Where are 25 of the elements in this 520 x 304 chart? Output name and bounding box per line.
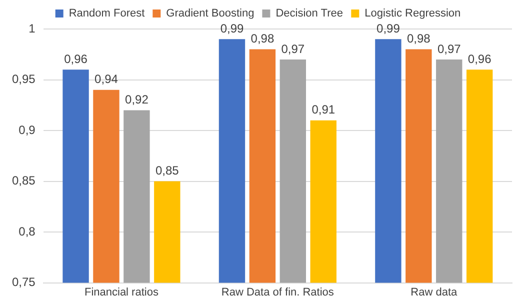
legend-label: Logistic Regression: [364, 8, 461, 20]
legend-label: Decision Tree: [276, 8, 343, 20]
data-label: 0,92: [125, 92, 149, 107]
legend-label: Random Forest: [68, 8, 145, 20]
y-tick-label: 0,9: [18, 122, 36, 137]
data-label: 0,97: [281, 42, 305, 56]
x-tick-label: Raw data: [410, 286, 458, 298]
y-tick-label: 1: [28, 21, 36, 36]
x-tick-label: Financial ratios: [84, 286, 159, 298]
data-label: 0,97: [437, 42, 462, 56]
data-label: 0,98: [250, 32, 274, 46]
data-label: 0,99: [376, 21, 400, 36]
y-tick-label: 0,85: [12, 174, 36, 188]
data-label: 0,91: [312, 102, 336, 117]
y-tick-label: 0,75: [12, 275, 36, 290]
x-tick-label: Raw Data of fin. Ratios: [221, 286, 334, 298]
data-label: 0,96: [64, 52, 88, 66]
legend-label: Gradient Boosting: [166, 8, 254, 20]
data-label: 0,85: [155, 164, 180, 178]
y-tick-label: 0,95: [12, 72, 36, 86]
data-label: 0,94: [94, 72, 118, 86]
data-label: 0,96: [468, 52, 492, 66]
y-tick-label: 0,8: [18, 224, 36, 238]
data-label: 0,99: [220, 21, 244, 36]
data-label: 0,98: [406, 32, 431, 46]
